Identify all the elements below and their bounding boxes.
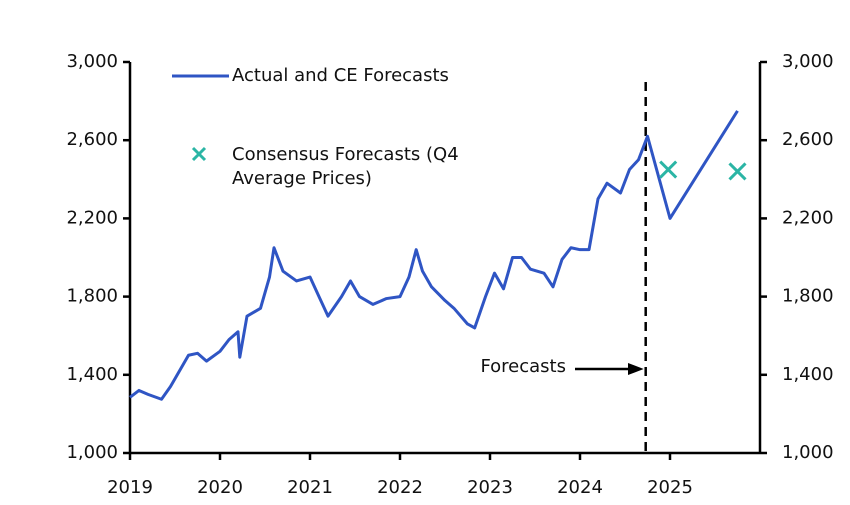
y2-tick-label: 2,600	[782, 129, 834, 150]
y-tick-label: 2,200	[66, 207, 118, 228]
x-tick-label: 2022	[377, 477, 423, 498]
y-tick-label: 1,000	[66, 442, 118, 463]
y-tick-label: 3,000	[66, 51, 118, 72]
legend-label: Actual and CE Forecasts	[232, 65, 449, 86]
x-tick-label: 2021	[287, 477, 333, 498]
y2-tick-label: 1,800	[782, 286, 834, 307]
y-tick-label: 1,800	[66, 286, 118, 307]
x-tick-label: 2025	[647, 477, 693, 498]
legend-marker	[191, 146, 207, 162]
y2-tick-label: 3,000	[782, 51, 834, 72]
x-tick-label: 2023	[467, 477, 513, 498]
consensus-marker	[659, 160, 678, 179]
y2-tick-label: 1,400	[782, 364, 834, 385]
y-tick-label: 1,400	[66, 364, 118, 385]
x-tick-label: 2019	[107, 477, 153, 498]
x-tick-label: 2020	[197, 477, 243, 498]
x-tick-label: 2024	[557, 477, 603, 498]
y-tick-label: 2,600	[66, 129, 118, 150]
price-line	[129, 110, 739, 401]
legend-label: Consensus Forecasts (Q4 Average Prices)	[232, 144, 459, 189]
y2-tick-label: 2,200	[782, 207, 834, 228]
consensus-marker	[728, 162, 747, 181]
annotation: Forecasts	[480, 356, 566, 377]
annotation-arrowhead	[628, 363, 644, 375]
y2-tick-label: 1,000	[782, 442, 834, 463]
